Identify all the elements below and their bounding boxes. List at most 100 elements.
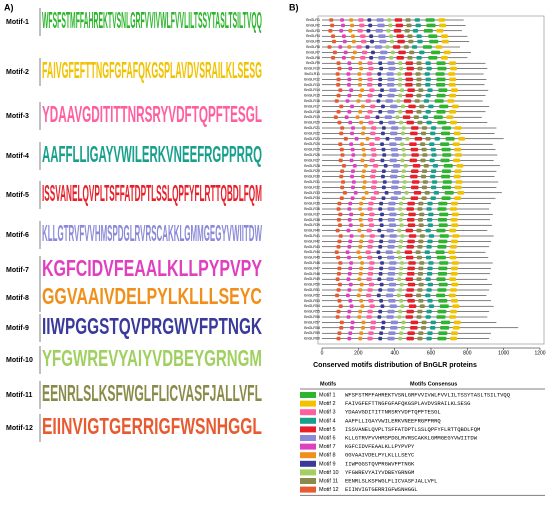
motif-box bbox=[415, 23, 421, 28]
motif-box bbox=[331, 39, 336, 44]
motif-box bbox=[423, 29, 433, 33]
motif-box bbox=[426, 207, 432, 211]
motif-box bbox=[367, 336, 373, 341]
motif-box bbox=[416, 315, 422, 319]
motif-box bbox=[434, 99, 444, 103]
motif-box bbox=[399, 66, 404, 71]
motif-box bbox=[392, 45, 401, 49]
motif-swatch bbox=[300, 443, 316, 450]
motif-box bbox=[341, 56, 346, 60]
motif-box bbox=[389, 56, 394, 60]
motif-box bbox=[381, 185, 386, 190]
motif-box bbox=[336, 255, 341, 260]
motif-box bbox=[361, 39, 367, 44]
motif-box bbox=[336, 110, 341, 114]
motif-box bbox=[429, 142, 435, 146]
motif-swatch bbox=[300, 426, 316, 433]
motif-box bbox=[407, 239, 415, 244]
motif-box bbox=[408, 234, 417, 238]
motif-box bbox=[437, 336, 447, 341]
motif-box bbox=[418, 331, 424, 335]
motif-box bbox=[437, 272, 447, 276]
motif-box bbox=[370, 131, 376, 136]
motif-box bbox=[437, 245, 447, 249]
motif-box bbox=[341, 23, 345, 28]
motif-box bbox=[450, 288, 457, 292]
gene-name: BnGLR34 bbox=[304, 196, 320, 200]
motif-box bbox=[425, 277, 431, 281]
gene-name: BnGLR13 bbox=[304, 83, 320, 87]
motif-box bbox=[378, 245, 383, 249]
motif-box bbox=[407, 299, 415, 303]
motif-box bbox=[352, 50, 357, 55]
motif-box bbox=[404, 191, 409, 195]
motif-box bbox=[389, 88, 397, 92]
motif-box bbox=[403, 164, 408, 168]
motif-swatch bbox=[300, 460, 316, 467]
motif-box bbox=[370, 147, 376, 152]
motif-box bbox=[438, 266, 448, 271]
motif-box bbox=[400, 212, 404, 217]
motif-box bbox=[396, 293, 401, 298]
motif-box bbox=[358, 61, 363, 65]
motif-box bbox=[420, 142, 426, 146]
motif-box bbox=[396, 56, 404, 60]
motif-box bbox=[410, 131, 418, 136]
motif-box bbox=[402, 180, 407, 184]
motif-box bbox=[360, 212, 364, 217]
motif-box bbox=[374, 45, 382, 49]
motif-box bbox=[419, 50, 425, 55]
motif-box bbox=[402, 115, 411, 119]
motif-box bbox=[443, 50, 451, 55]
motif-box bbox=[351, 34, 355, 38]
motif-box bbox=[417, 288, 423, 292]
motif-box bbox=[411, 45, 418, 49]
motif-box bbox=[411, 185, 419, 190]
motif-box bbox=[335, 277, 340, 281]
motif-box bbox=[358, 288, 363, 292]
motif-label: Motif 4 bbox=[319, 418, 336, 424]
motif-box bbox=[426, 120, 432, 125]
motif-box bbox=[451, 282, 459, 287]
motif-box bbox=[439, 261, 449, 265]
motif-box bbox=[336, 61, 341, 65]
motif-box bbox=[367, 83, 373, 87]
motif-box bbox=[400, 261, 404, 265]
motif-box bbox=[349, 88, 354, 92]
motif-box bbox=[336, 218, 341, 222]
motif-box bbox=[350, 196, 355, 200]
motif-box bbox=[413, 115, 419, 119]
motif-box bbox=[359, 201, 364, 206]
motif-box bbox=[359, 266, 364, 271]
motif-box bbox=[416, 77, 422, 82]
motif-box bbox=[387, 255, 395, 260]
motif-box bbox=[360, 234, 365, 238]
motif-box bbox=[427, 266, 433, 271]
motif-box bbox=[425, 83, 431, 87]
gene-name: BnGLR10 bbox=[304, 67, 320, 71]
gene-name: BnGLR44 bbox=[304, 250, 320, 254]
motif-box bbox=[379, 120, 384, 125]
gene-name: BnGLR31 bbox=[304, 180, 320, 184]
motif-box bbox=[407, 34, 413, 38]
motif-name: Motif-7 bbox=[6, 267, 29, 274]
motif-box bbox=[358, 309, 363, 314]
motif-box bbox=[381, 147, 386, 152]
motif-box bbox=[367, 255, 373, 260]
motif-box bbox=[399, 239, 404, 244]
motif-box bbox=[449, 93, 457, 98]
motif-box bbox=[381, 174, 385, 179]
motif-box bbox=[450, 239, 458, 244]
motif-box bbox=[457, 191, 465, 195]
motif-box bbox=[343, 50, 348, 55]
motif-box bbox=[356, 250, 361, 254]
motif-consensus: ISSVANELQVPLTSFFATDPTLSSLQPFYFLRTTQBDLFQ… bbox=[345, 426, 480, 433]
gene-name: BnGLR4 bbox=[306, 34, 320, 38]
motif-box bbox=[334, 250, 339, 254]
motif-box bbox=[379, 201, 384, 206]
sequence-logo: FAIVGFEFTTNGFGFAFQKGSPLAVDVSRAILKLSESG bbox=[42, 57, 262, 83]
motif-box bbox=[398, 93, 403, 98]
motif-box bbox=[368, 331, 374, 335]
motif-box bbox=[438, 18, 446, 22]
motif-box bbox=[451, 223, 459, 227]
